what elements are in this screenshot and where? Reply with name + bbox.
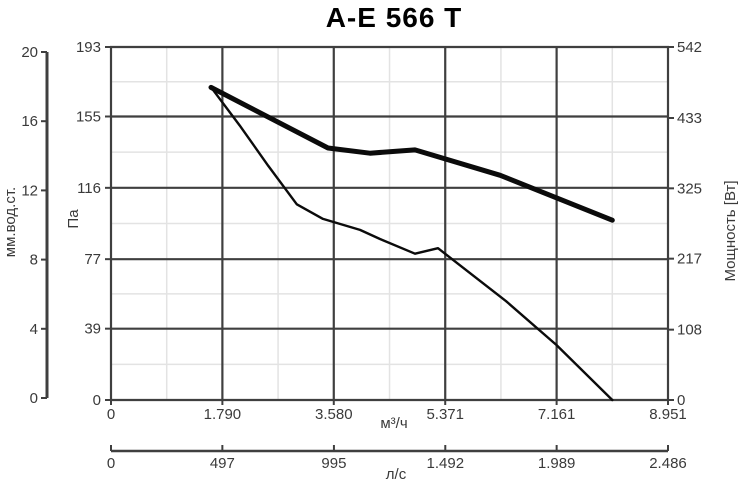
power-tick-label: 0 — [677, 392, 685, 409]
power-axis-title: Мощность [Вт] — [722, 180, 739, 281]
ls-tick-label: 1.989 — [538, 455, 576, 472]
pressure-curve — [209, 85, 614, 402]
power-tick-label: 542 — [677, 39, 702, 56]
flow-tick-label: 8.951 — [649, 406, 687, 423]
mm-tick-label: 0 — [30, 390, 38, 407]
mm-tick-label: 8 — [30, 252, 38, 269]
flow-tick-label: 0 — [107, 406, 115, 423]
mm-tick-label: 12 — [21, 182, 38, 199]
pa-tick-label: 193 — [76, 39, 101, 56]
flow-tick-label: 7.161 — [538, 406, 576, 423]
pa-tick-label: 77 — [84, 251, 101, 268]
power-tick-label: 217 — [677, 251, 702, 268]
ls-tick-label: 2.486 — [649, 455, 687, 472]
pa-tick-label: 155 — [76, 109, 101, 126]
power-tick-label: 108 — [677, 322, 702, 339]
flow-tick-label: 3.580 — [315, 406, 353, 423]
grid-major-layer — [109, 45, 670, 402]
axes-layer: 0 39 77 116 155 193 0 108 217 325 433 542 0 1.790 3.58… — [2, 39, 739, 483]
power-tick-label: 433 — [677, 110, 702, 127]
mm-tick-label: 4 — [30, 321, 38, 338]
ls-tick-label: 497 — [210, 455, 235, 472]
ls-tick-label: 1.492 — [427, 455, 465, 472]
mm-tick-label: 20 — [21, 44, 38, 61]
power-curve — [208, 84, 615, 223]
grid-minor-layer — [111, 47, 668, 400]
chart-title: A-E 566 T — [326, 2, 463, 33]
flow-tick-label: 1.790 — [204, 406, 242, 423]
pa-tick-label: 39 — [84, 321, 101, 338]
flow-tick-label: 5.371 — [426, 406, 464, 423]
pa-tick-label: 116 — [77, 180, 101, 197]
ls-tick-label: 995 — [321, 455, 346, 472]
pa-axis-title: Па — [65, 209, 82, 229]
mm-tick-label: 16 — [21, 113, 38, 130]
power-tick-label: 325 — [677, 180, 702, 197]
series-layer — [208, 84, 615, 402]
ls-tick-label: 0 — [107, 455, 115, 472]
pa-tick-label: 0 — [93, 392, 101, 409]
ls-axis-title: л/с — [386, 466, 407, 483]
flow-axis-title: м³/ч — [380, 415, 407, 432]
mm-axis-title: мм.вод.ст. — [2, 187, 19, 257]
